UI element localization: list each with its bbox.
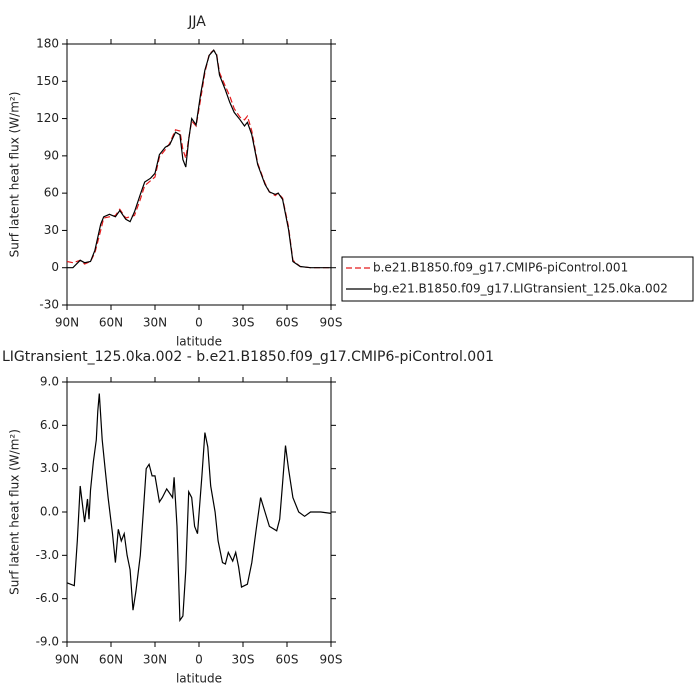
x-tick-label: 30N: [143, 653, 167, 667]
x-tick-label: 60N: [99, 316, 123, 330]
chart-title: JJA: [187, 14, 206, 30]
data-line: [66, 49, 331, 269]
y-tick-label: 6.0: [40, 418, 59, 432]
y-tick-label: 3.0: [40, 461, 59, 475]
y-tick-label: 30: [44, 223, 59, 237]
x-axis-label: latitude: [176, 335, 222, 349]
y-tick-label: 60: [44, 186, 59, 200]
x-tick-label: 90N: [55, 316, 79, 330]
y-tick-label: 0: [51, 260, 59, 274]
y-axis-label: Surf latent heat flux (W/m²): [8, 92, 22, 258]
plot-frame: [66, 43, 332, 306]
y-tick-label: 9.0: [40, 375, 59, 389]
y-tick-label: 90: [44, 148, 59, 162]
y-tick-label: 0.0: [40, 505, 59, 519]
data-line: [67, 49, 331, 269]
y-axis-label: Surf latent heat flux (W/m²): [8, 429, 22, 595]
x-tick-label: 0: [195, 653, 203, 667]
chart-title: LIGtransient_125.0ka.002 - b.e21.B1850.f…: [2, 349, 494, 365]
x-tick-label: 90S: [320, 653, 343, 667]
legend-label: b.e21.B1850.f09_g17.CMIP6-piControl.001: [373, 261, 628, 275]
y-tick-label: -30: [39, 298, 59, 312]
legend-label: bg.e21.B1850.f09_g17.LIGtransient_125.0k…: [373, 282, 668, 296]
x-tick-label: 30S: [232, 653, 255, 667]
y-tick-label: 120: [36, 111, 59, 125]
x-tick-label: 90N: [55, 653, 79, 667]
y-tick-label: 180: [36, 37, 59, 51]
legend-box: [341, 256, 694, 302]
x-tick-label: 30S: [232, 316, 255, 330]
y-tick-label: -9.0: [36, 635, 59, 649]
x-axis-label: latitude: [176, 672, 222, 686]
x-tick-label: 60S: [276, 653, 299, 667]
x-tick-label: 0: [195, 316, 203, 330]
data-line: [66, 393, 332, 623]
x-tick-label: 60N: [99, 653, 123, 667]
y-tick-label: -6.0: [36, 591, 59, 605]
x-tick-label: 60S: [276, 316, 299, 330]
x-tick-label: 30N: [143, 316, 167, 330]
x-tick-label: 90S: [320, 316, 343, 330]
y-tick-label: 150: [36, 74, 59, 88]
y-tick-label: -3.0: [36, 548, 59, 562]
